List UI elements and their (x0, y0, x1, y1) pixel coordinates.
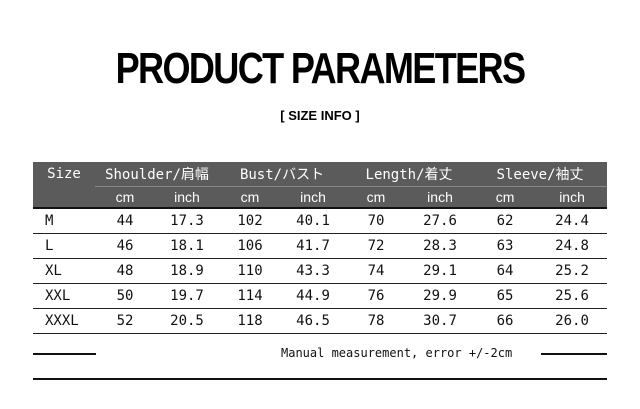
value-cell: 114 (219, 283, 282, 309)
unit-header-row: cm inch cm inch cm inch cm inch (33, 186, 608, 209)
unit-header: cm (95, 186, 155, 209)
value-cell: 44 (95, 208, 155, 234)
table-row: XXXL 52 20.5 118 46.5 78 30.7 66 26.0 (33, 308, 608, 334)
value-cell: 27.6 (407, 208, 474, 234)
group-header: Length/着丈 (345, 162, 474, 187)
value-cell: 30.7 (407, 308, 474, 334)
value-cell: 72 (345, 233, 408, 259)
blank-cell (33, 186, 95, 209)
value-cell: 41.7 (281, 233, 346, 259)
divider-right (541, 353, 607, 355)
group-header: Sleeve/袖丈 (473, 162, 608, 187)
value-cell: 52 (95, 308, 155, 334)
value-cell: 43.3 (281, 258, 346, 284)
unit-header: cm (345, 186, 408, 209)
table-row: XL 48 18.9 110 43.3 74 29.1 64 25.2 (33, 258, 608, 284)
group-header: Bust/バスト (219, 162, 346, 187)
value-cell: 18.1 (155, 233, 220, 259)
value-cell: 118 (219, 308, 282, 334)
page-title: PRODUCT PARAMETERS (115, 44, 526, 93)
group-header-row: Size Shoulder/肩幅 Bust/バスト Length/着丈 Slee… (33, 162, 608, 187)
value-cell: 17.3 (155, 208, 220, 234)
value-cell: 62 (473, 208, 538, 234)
value-cell: 110 (219, 258, 282, 284)
size-cell: XL (33, 258, 95, 284)
size-header: Size (33, 162, 95, 187)
size-info-subtitle: [ SIZE INFO ] (280, 108, 360, 123)
value-cell: 46 (95, 233, 155, 259)
unit-header: inch (537, 186, 608, 209)
value-cell: 46.5 (281, 308, 346, 334)
value-cell: 25.6 (537, 283, 608, 309)
size-table: Size Shoulder/肩幅 Bust/バスト Length/着丈 Slee… (33, 162, 608, 334)
value-cell: 76 (345, 283, 408, 309)
value-cell: 102 (219, 208, 282, 234)
divider-bottom (33, 378, 607, 380)
size-cell: XXL (33, 283, 95, 309)
value-cell: 50 (95, 283, 155, 309)
value-cell: 29.1 (407, 258, 474, 284)
value-cell: 63 (473, 233, 538, 259)
value-cell: 65 (473, 283, 538, 309)
table-row: L 46 18.1 106 41.7 72 28.3 63 24.8 (33, 233, 608, 259)
value-cell: 24.4 (537, 208, 608, 234)
table-row: XXL 50 19.7 114 44.9 76 29.9 65 25.6 (33, 283, 608, 309)
value-cell: 66 (473, 308, 538, 334)
value-cell: 18.9 (155, 258, 220, 284)
value-cell: 44.9 (281, 283, 346, 309)
unit-header: inch (281, 186, 346, 209)
value-cell: 26.0 (537, 308, 608, 334)
size-cell: M (33, 208, 95, 234)
group-header: Shoulder/肩幅 (95, 162, 220, 187)
value-cell: 48 (95, 258, 155, 284)
value-cell: 25.2 (537, 258, 608, 284)
value-cell: 40.1 (281, 208, 346, 234)
value-cell: 20.5 (155, 308, 220, 334)
value-cell: 19.7 (155, 283, 220, 309)
size-cell: XXXL (33, 308, 95, 334)
value-cell: 64 (473, 258, 538, 284)
measurement-note: Manual measurement, error +/-2cm (281, 346, 513, 360)
table-row: M 44 17.3 102 40.1 70 27.6 62 24.4 (33, 208, 608, 234)
value-cell: 106 (219, 233, 282, 259)
value-cell: 29.9 (407, 283, 474, 309)
unit-header: cm (473, 186, 538, 209)
value-cell: 74 (345, 258, 408, 284)
value-cell: 70 (345, 208, 408, 234)
divider-left (33, 353, 96, 355)
unit-header: inch (407, 186, 474, 209)
size-cell: L (33, 233, 95, 259)
unit-header: inch (155, 186, 220, 209)
value-cell: 24.8 (537, 233, 608, 259)
unit-header: cm (219, 186, 282, 209)
value-cell: 28.3 (407, 233, 474, 259)
value-cell: 78 (345, 308, 408, 334)
